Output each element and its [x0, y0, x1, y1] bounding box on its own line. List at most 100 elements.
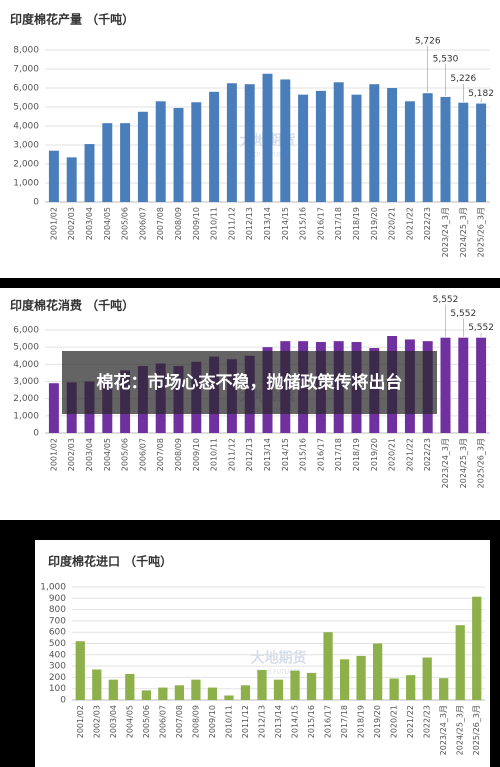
x-tick-label: 2006/07: [138, 207, 147, 240]
bar: [404, 101, 415, 202]
x-tick-label: 2007/08: [156, 438, 165, 471]
value-label: 5,552: [433, 295, 459, 305]
bar: [155, 101, 166, 202]
bar: [290, 670, 300, 700]
bar: [333, 82, 344, 202]
value-label: 5,530: [433, 54, 459, 64]
y-tick-label: 2,000: [13, 394, 39, 404]
x-tick-label: 2018/19: [357, 705, 366, 738]
bar: [207, 687, 218, 700]
y-tick-label: 8,000: [13, 46, 39, 56]
y-tick-label: 0: [33, 429, 39, 439]
bar: [476, 103, 487, 202]
bar: [440, 337, 451, 433]
x-tick-label: 2001/02: [49, 438, 58, 471]
bar: [323, 632, 333, 700]
bar: [422, 657, 432, 700]
y-tick-label: 300: [49, 662, 66, 672]
bar: [369, 84, 380, 202]
x-tick-label: 2012/13: [245, 438, 254, 471]
y-tick-label: 6,000: [13, 326, 39, 336]
y-tick-label: 0: [60, 696, 66, 706]
x-tick-label: 2016/17: [324, 705, 333, 738]
x-tick-label: 2012/13: [245, 207, 254, 240]
bar: [262, 73, 273, 202]
bar: [455, 625, 465, 700]
bar: [137, 111, 148, 202]
bar: [226, 83, 237, 202]
bar: [298, 94, 309, 202]
chart-title: 印度棉花产量 （千吨）: [10, 12, 134, 27]
y-tick-label: 7,000: [13, 65, 39, 75]
bar: [406, 675, 416, 700]
bar: [173, 107, 184, 202]
bar: [75, 641, 85, 700]
bar: [48, 383, 59, 433]
x-tick-label: 2021/22: [406, 705, 415, 738]
x-tick-label: 2003/04: [85, 438, 94, 471]
bar: [476, 337, 487, 433]
x-tick-label: 2006/07: [138, 438, 147, 471]
bar: [440, 96, 451, 202]
x-tick-label: 2004/05: [103, 438, 112, 471]
y-tick-label: 900: [49, 594, 66, 604]
y-tick-label: 0: [33, 198, 39, 208]
value-label: 5,726: [415, 37, 441, 47]
x-tick-label: 2020/21: [388, 207, 397, 240]
x-tick-label: 2005/06: [121, 207, 130, 240]
y-tick-label: 6,000: [13, 84, 39, 94]
x-tick-label: 2013/14: [263, 207, 272, 240]
x-tick-label: 2014/15: [281, 438, 290, 471]
x-tick-label: 2006/07: [158, 705, 167, 738]
bar: [120, 123, 131, 202]
y-tick-label: 4,000: [13, 122, 39, 132]
x-tick-label: 2005/06: [121, 438, 130, 471]
watermark: DADI FUTURES: [256, 669, 301, 676]
bar: [92, 669, 102, 700]
value-label: 5,552: [468, 323, 494, 333]
x-tick-label: 2025/26_3月: [477, 438, 486, 488]
y-tick-label: 800: [49, 605, 66, 615]
bar: [458, 337, 469, 433]
bar: [108, 679, 118, 700]
x-tick-label: 2008/09: [174, 207, 183, 240]
x-tick-label: 2019/20: [370, 438, 379, 471]
x-tick-label: 2025/26_3月: [472, 705, 481, 755]
bar: [84, 144, 95, 202]
x-tick-label: 2008/09: [191, 705, 200, 738]
y-tick-label: 3,000: [13, 141, 39, 151]
x-tick-label: 2010/11: [210, 438, 219, 471]
x-tick-label: 2021/22: [405, 207, 414, 240]
x-tick-label: 2024/25_3月: [459, 207, 468, 257]
x-tick-label: 2017/18: [334, 438, 343, 471]
x-tick-label: 2013/14: [274, 705, 283, 738]
y-tick-label: 200: [49, 673, 66, 683]
bar: [224, 695, 234, 700]
bar: [141, 690, 151, 700]
x-tick-label: 2011/12: [227, 438, 236, 471]
x-tick-label: 2016/17: [316, 207, 325, 240]
y-tick-label: 600: [49, 628, 66, 638]
bar: [280, 79, 291, 202]
bar: [356, 655, 366, 700]
x-tick-label: 2011/12: [227, 207, 236, 240]
x-tick-label: 2020/21: [388, 438, 397, 471]
chart-title: 印度棉花进口 （千吨）: [48, 554, 172, 569]
x-tick-label: 2020/21: [390, 705, 399, 738]
x-tick-label: 2015/16: [307, 705, 316, 738]
x-tick-label: 2018/19: [352, 438, 361, 471]
bar: [389, 678, 399, 700]
headline: 棉花：市场心态不稳，抛储政策传将出台: [62, 351, 437, 414]
value-label: 5,182: [468, 89, 494, 99]
y-tick-label: 400: [49, 650, 66, 660]
x-tick-label: 2022/23: [423, 438, 432, 471]
bar: [315, 90, 326, 202]
x-tick-label: 2022/23: [423, 207, 432, 240]
x-tick-label: 2019/20: [373, 705, 382, 738]
x-tick-label: 2017/18: [340, 705, 349, 738]
bar: [209, 91, 220, 202]
x-tick-label: 2019/20: [370, 207, 379, 240]
x-tick-label: 2016/17: [316, 438, 325, 471]
value-label: 5,226: [450, 74, 476, 84]
